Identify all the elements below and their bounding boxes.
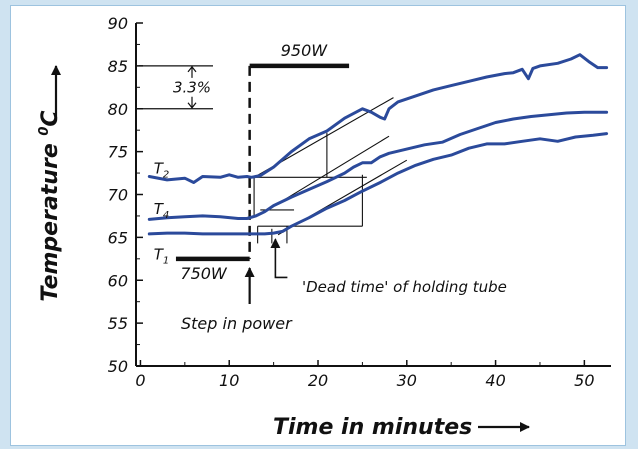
y-tick-label-75: 75 — [108, 143, 128, 162]
series — [147, 53, 609, 236]
x-tick-label-0: 0 — [135, 371, 145, 390]
series-line-t1 — [147, 132, 609, 236]
x-tick-label-50: 50 — [574, 371, 594, 390]
x-tick-label-20: 20 — [308, 371, 328, 390]
dead-time-arrow — [270, 238, 288, 279]
series-label-t4: T4 — [154, 200, 170, 221]
x-axis-title: Time in minutes — [273, 415, 472, 440]
series-label-t1: T1 — [154, 245, 170, 266]
y-tick-label-80: 80 — [108, 100, 128, 119]
series-label-t2: T2 — [154, 160, 170, 181]
chart-frame: 50 55 60 65 70 75 80 85 90 0 10 20 30 40 50 Temperature… — [10, 5, 626, 446]
labels: T2 T4 T1 — [154, 160, 170, 267]
chart-area: 50 55 60 65 70 75 80 85 90 0 10 20 30 40 50 Temperature… — [37, 14, 611, 440]
x-tick-label-30: 30 — [397, 371, 417, 390]
x-tick-label-10: 10 — [219, 371, 239, 390]
power-750w-label: 750W — [180, 264, 228, 283]
x-tick-label-40: 40 — [485, 371, 505, 390]
axes: 50 55 60 65 70 75 80 85 90 0 10 20 30 40 50 Temperature… — [37, 14, 611, 440]
scale-arrowhead-top — [187, 65, 197, 73]
dead-time-label: 'Dead time' of holding tube — [302, 278, 507, 296]
y-tick-label-85: 85 — [108, 57, 128, 76]
scale-arrowhead-bottom — [187, 102, 197, 109]
y-tick-label-50: 50 — [108, 357, 128, 376]
y-axis-title: Temperature 0C — [37, 110, 63, 301]
scale-label: 3.3% — [173, 78, 211, 96]
y-tick-label-70: 70 — [108, 186, 128, 205]
step-in-power-label: Step in power — [181, 314, 293, 333]
power-950w-label: 950W — [281, 41, 329, 60]
y-tick-label-65: 65 — [108, 228, 128, 247]
series-line-t2 — [147, 53, 609, 184]
y-tick-label-90: 90 — [108, 14, 128, 33]
series-line-t4 — [147, 110, 609, 221]
y-tick-label-60: 60 — [108, 271, 128, 290]
annotations: 950W 750W Step in power 'Dead time' of hold… — [139, 41, 507, 333]
y-tick-label-55: 55 — [108, 314, 128, 333]
